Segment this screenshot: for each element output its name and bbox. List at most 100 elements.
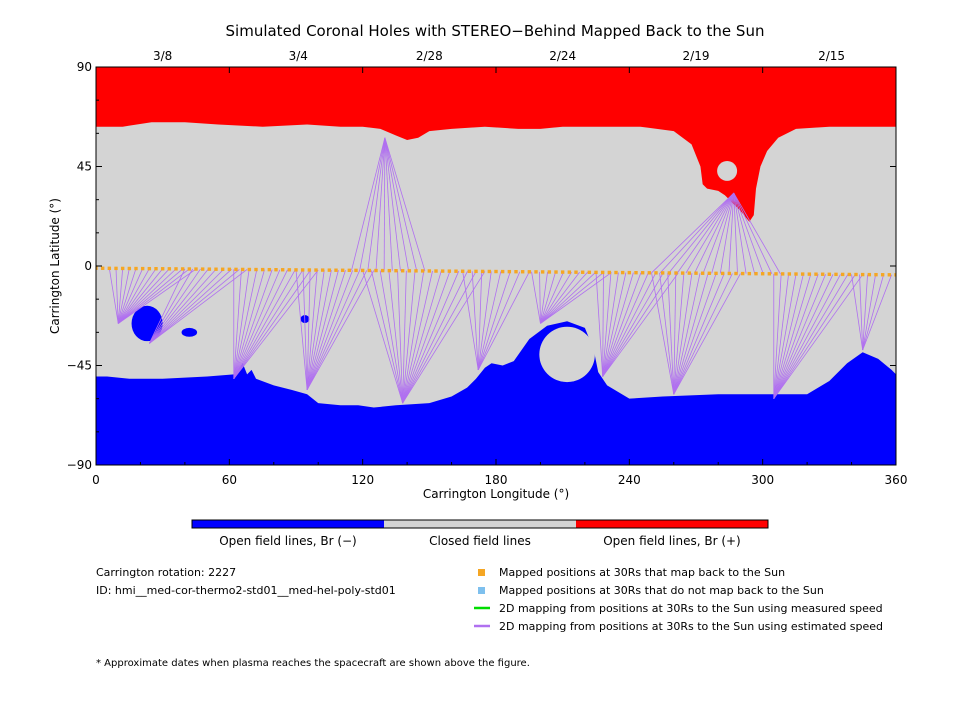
y-tick-label-3: −45 xyxy=(67,359,92,373)
field-line-8-7 xyxy=(673,273,709,395)
mapped-point-42 xyxy=(374,268,378,273)
footnote: * Approximate dates when plasma reaches … xyxy=(96,658,530,669)
legend-swatch-mapped xyxy=(478,569,485,576)
mapped-point-87 xyxy=(674,271,678,275)
mapped-point-82 xyxy=(640,271,645,275)
mapped-point-100 xyxy=(760,272,765,276)
legend-swatch-unmapped xyxy=(478,587,485,594)
field-line-6-8 xyxy=(540,272,596,324)
field-line-4-2 xyxy=(379,270,404,404)
field-line-9-10 xyxy=(773,274,849,399)
field-line-4-12 xyxy=(402,271,468,404)
x-tick-label-2: 120 xyxy=(351,473,374,487)
field-line-4-5 xyxy=(402,270,407,404)
x-axis-label: Carrington Longitude (°) xyxy=(423,487,569,501)
colorbar: Open field lines, Br (−) Closed field li… xyxy=(191,519,769,548)
field-line-7-3 xyxy=(602,272,619,377)
field-line-1-5 xyxy=(149,268,225,344)
field-line-2-8 xyxy=(233,269,296,379)
colorbar-segment-closed xyxy=(384,520,576,528)
field-line-12-9 xyxy=(384,137,426,272)
mapped-point-17 xyxy=(207,267,212,271)
field-line-9-3 xyxy=(773,273,797,399)
field-line-3-2 xyxy=(306,269,311,390)
field-line-11-8 xyxy=(719,192,735,274)
x-tick-label-6: 360 xyxy=(885,473,908,487)
mapped-point-30 xyxy=(294,268,298,272)
mapped-point-8 xyxy=(147,266,152,271)
field-line-12-6 xyxy=(384,137,401,271)
field-line-0-6 xyxy=(117,268,150,324)
field-line-11-3 xyxy=(677,192,735,274)
field-line-7-6 xyxy=(602,272,642,377)
mapped-point-76 xyxy=(600,270,605,275)
field-line-8-0 xyxy=(651,272,675,395)
mapped-point-120 xyxy=(894,273,896,277)
field-line-5-2 xyxy=(477,271,483,370)
mapped-point-78 xyxy=(614,270,618,275)
field-line-12-3 xyxy=(375,137,386,271)
mapped-point-91 xyxy=(700,271,705,275)
field-line-6-0 xyxy=(531,271,541,324)
field-line-4-1 xyxy=(371,270,404,404)
mapped-point-80 xyxy=(627,270,632,275)
colorbar-frame xyxy=(191,519,769,529)
mapped-point-12 xyxy=(174,267,178,271)
field-line-1-1 xyxy=(148,268,194,344)
field-line-3-6 xyxy=(306,270,339,390)
mapped-point-110 xyxy=(827,272,832,276)
mapped-point-29 xyxy=(287,268,292,272)
field-line-8-6 xyxy=(673,273,701,395)
mapped-point-41 xyxy=(367,268,372,273)
mapped-point-115 xyxy=(860,272,865,277)
field-line-3-9 xyxy=(306,270,361,390)
field-line-5-1 xyxy=(471,271,479,370)
field-line-4-7 xyxy=(402,270,425,404)
field-line-2-11 xyxy=(233,269,319,380)
run-id: ID: hmi__med-cor-thermo2-std01__med-hel-… xyxy=(96,584,396,597)
field-line-11-13 xyxy=(733,192,764,274)
field-line-0-10 xyxy=(117,268,177,324)
colorbar-label-positive: Open field lines, Br (+) xyxy=(603,534,741,548)
mapped-point-6 xyxy=(134,266,138,271)
mapped-point-31 xyxy=(300,268,305,272)
field-line-7-5 xyxy=(602,272,634,377)
field-line-5-3 xyxy=(477,271,492,370)
mapped-point-19 xyxy=(220,267,225,271)
field-line-9-9 xyxy=(773,274,841,399)
field-line-11-11 xyxy=(733,192,747,274)
field-line-0-2 xyxy=(117,268,124,324)
field-line-10-0 xyxy=(851,274,864,351)
y-tick-label-2: 0 xyxy=(84,259,92,273)
field-line-6-3 xyxy=(540,271,556,324)
plot-area xyxy=(96,67,896,465)
field-line-7-11 xyxy=(602,272,679,377)
mapped-point-28 xyxy=(280,268,285,272)
mapped-point-65 xyxy=(527,270,532,274)
field-line-3-10 xyxy=(306,270,368,391)
mapped-point-56 xyxy=(467,269,472,274)
negative-hole-patch-1 xyxy=(181,327,198,337)
field-line-9-6 xyxy=(773,274,819,399)
field-line-10-1 xyxy=(859,274,864,351)
field-line-0-0 xyxy=(108,268,119,324)
mapped-point-52 xyxy=(440,269,445,273)
mapped-point-77 xyxy=(607,270,612,275)
field-line-4-0 xyxy=(362,270,404,404)
mapped-point-35 xyxy=(327,268,332,272)
mapped-point-34 xyxy=(320,268,325,272)
mapped-point-50 xyxy=(427,269,432,273)
south-coronal-hole xyxy=(96,321,896,465)
mapped-point-45 xyxy=(394,268,398,273)
field-line-3-11 xyxy=(306,270,375,391)
field-line-6-4 xyxy=(540,271,564,324)
field-line-1-2 xyxy=(149,268,201,344)
mapped-point-9 xyxy=(154,267,158,271)
mapped-point-2 xyxy=(107,266,112,271)
field-line-12-7 xyxy=(384,137,409,271)
field-line-5-7 xyxy=(477,271,530,371)
field-line-2-2 xyxy=(233,269,250,379)
field-line-2-7 xyxy=(233,269,288,379)
field-line-8-5 xyxy=(673,273,693,395)
